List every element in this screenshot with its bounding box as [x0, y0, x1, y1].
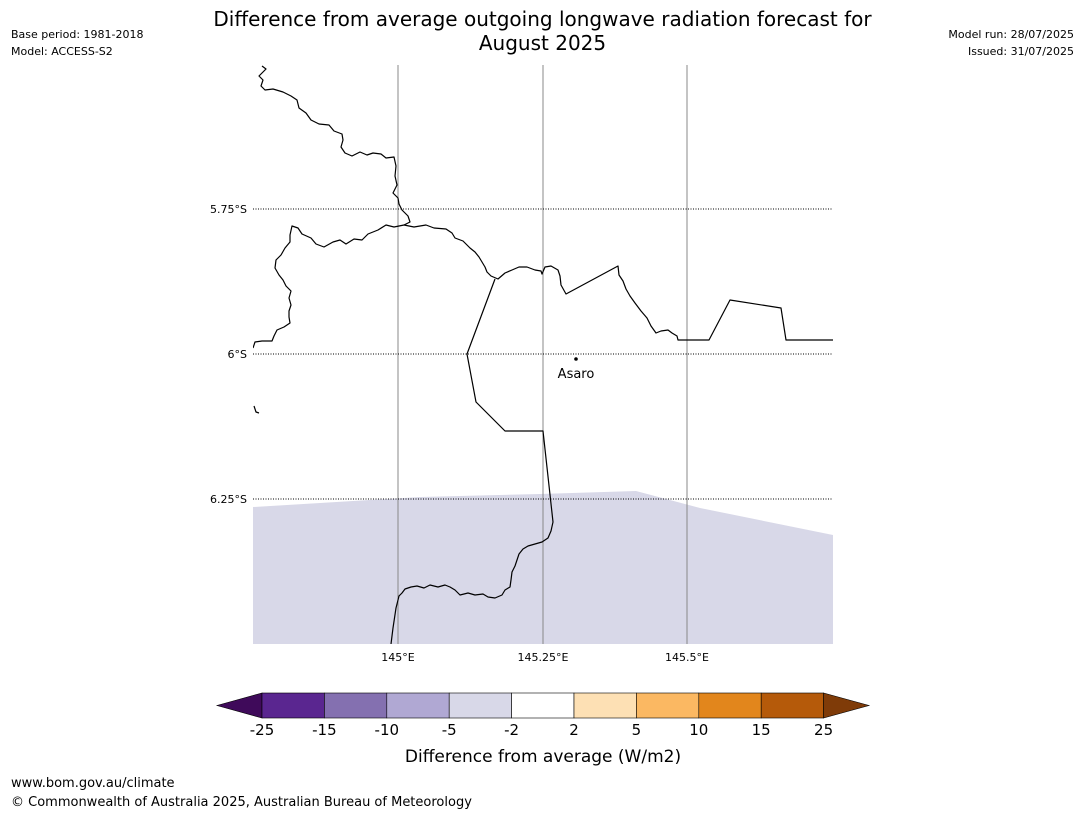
colorbar-segment: [386, 692, 450, 719]
colorbar-tick-label: -25: [250, 721, 275, 739]
metadata-right: Model run: 28/07/2025 Issued: 31/07/2025: [948, 26, 1074, 60]
lat-label-5-75: 5.75°S: [210, 203, 247, 216]
base-period-label: Base period: 1981-2018: [11, 28, 144, 41]
model-run-label: Model run: 28/07/2025: [948, 28, 1074, 41]
colorbar-tick-label: 5: [632, 721, 642, 739]
colorbar-tick-label: 10: [689, 721, 708, 739]
colorbar-tick-label: -15: [312, 721, 337, 739]
boundary-line-fragment: [253, 405, 260, 414]
colorbar: -25 -15 -10 -5 -2 2 5 10 15 25: [215, 692, 871, 739]
colorbar-tick-label: 25: [814, 721, 833, 739]
colorbar-tick-label: -2: [504, 721, 519, 739]
chart-title: Difference from average outgoing longwav…: [0, 7, 1085, 55]
colorbar-tick-label: 2: [569, 721, 579, 739]
lat-label-6: 6°S: [228, 348, 247, 361]
colorbar-segment: [448, 692, 512, 719]
lon-label-145-25: 145.25°E: [518, 651, 569, 664]
metadata-left: Base period: 1981-2018 Model: ACCESS-S2: [11, 26, 143, 60]
colorbar-segment: [573, 692, 637, 719]
colorbar-segment: [760, 692, 824, 719]
colorbar-segment: [511, 692, 575, 719]
boundary-line-central: [403, 224, 833, 341]
title-line-1: Difference from average outgoing longwav…: [213, 7, 872, 31]
colorbar-extend-max: [823, 692, 871, 719]
boundary-line-north: [253, 65, 411, 349]
title-line-2: August 2025: [478, 31, 607, 55]
colorbar-tick-label: -10: [375, 721, 400, 739]
issued-label: Issued: 31/07/2025: [967, 45, 1074, 58]
place-marker: [574, 357, 578, 361]
colorbar-label: Difference from average (W/m2): [405, 747, 681, 767]
model-label: Model: ACCESS-S2: [11, 45, 113, 58]
colorbar-segment: [636, 692, 700, 719]
lon-label-145-5: 145.5°E: [665, 651, 709, 664]
lat-label-6-25: 6.25°S: [210, 493, 247, 506]
colorbar-tick-label: 15: [752, 721, 771, 739]
colorbar-segment: [261, 692, 325, 719]
footer-url: www.bom.gov.au/climate: [11, 776, 175, 791]
colorbar-extend-min: [215, 692, 263, 719]
map-area: Asaro: [253, 65, 833, 644]
colorbar-segment: [698, 692, 762, 719]
colorbar-segment: [324, 692, 388, 719]
boundary-line-border: [390, 278, 554, 644]
colorbar-tick-label: -5: [442, 721, 457, 739]
footer-copyright: © Commonwealth of Australia 2025, Austra…: [11, 795, 472, 810]
place-label: Asaro: [558, 367, 595, 382]
lon-label-145: 145°E: [381, 651, 414, 664]
